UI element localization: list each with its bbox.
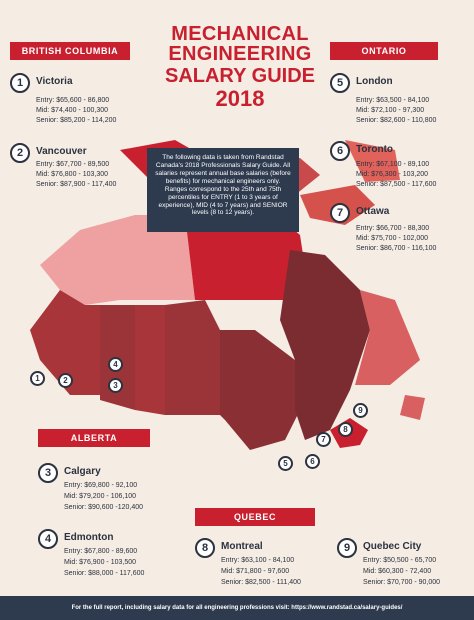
- map-marker-london: 5: [278, 456, 293, 471]
- salary-senior: Senior: $85,200 - 114,200: [36, 117, 117, 124]
- map-marker-quebec-city: 9: [353, 403, 368, 418]
- city-name: Quebec City: [363, 541, 422, 552]
- map-marker-vancouver: 2: [58, 373, 73, 388]
- salary-entry: Entry: $63,100 - 84,100: [221, 557, 295, 564]
- salary-senior: Senior: $82,600 - 110,800: [356, 117, 437, 124]
- title-line-1: MECHANICAL: [171, 23, 309, 45]
- page-title: MECHANICAL ENGINEERING SALARY GUIDE 2018: [140, 24, 340, 110]
- salary-mid: Mid: $76,800 - 103,300: [36, 171, 108, 178]
- salary-senior: Senior: $88,000 - 117,600: [64, 570, 145, 577]
- salary-entry: Entry: $50,500 - 65,700: [363, 557, 437, 564]
- province-newfoundland: [400, 395, 425, 420]
- city-name: Montreal: [221, 541, 263, 552]
- region-banner-ontario: ONTARIO: [330, 42, 438, 60]
- info-note: The following data is taken from Randsta…: [147, 148, 299, 232]
- city-number-badge: 8: [195, 538, 215, 558]
- city-number-badge: 5: [330, 73, 350, 93]
- salary-mid: Mid: $74,400 - 100,300: [36, 107, 108, 114]
- salary-mid: Mid: $76,300 - 103,200: [356, 171, 428, 178]
- map-marker-calgary: 3: [108, 378, 123, 393]
- arctic-island: [345, 140, 400, 182]
- footer-note: For the full report, including salary da…: [0, 596, 474, 620]
- salary-mid: Mid: $75,700 - 102,000: [356, 235, 428, 242]
- salary-mid: Mid: $76,900 - 103,500: [64, 559, 136, 566]
- province-saskatchewan: [135, 305, 165, 415]
- city-name: Toronto: [356, 144, 394, 155]
- salary-entry: Entry: $65,600 - 86,800: [36, 97, 110, 104]
- title-line-4: 2018: [215, 86, 265, 111]
- salary-entry: Entry: $67,700 - 89,500: [36, 161, 110, 168]
- hudson-region: [240, 250, 300, 295]
- city-name: London: [356, 76, 393, 87]
- region-banner-bc: BRITISH COLUMBIA: [10, 42, 130, 60]
- city-number-badge: 4: [38, 529, 58, 549]
- salary-senior: Senior: $86,700 - 116,100: [356, 245, 437, 252]
- city-number-badge: 7: [330, 203, 350, 223]
- city-name: Ottawa: [356, 206, 390, 217]
- region-banner-quebec: QUEBEC: [195, 508, 315, 526]
- map-marker-ottawa: 7: [316, 432, 331, 447]
- city-name: Victoria: [36, 76, 73, 87]
- salary-senior: Senior: $82,500 - 111,400: [221, 579, 301, 586]
- title-line-2: ENGINEERING: [168, 43, 312, 65]
- salary-senior: Senior: $70,700 - 90,000: [363, 579, 441, 586]
- city-name: Calgary: [64, 466, 101, 477]
- province-quebec: [280, 250, 370, 440]
- city-number-badge: 6: [330, 141, 350, 161]
- salary-mid: Mid: $71,800 - 97,600: [221, 568, 290, 575]
- salary-senior: Senior: $90,600 -120,400: [64, 504, 144, 511]
- city-name: Vancouver: [36, 146, 87, 157]
- city-name: Edmonton: [64, 532, 114, 543]
- territories-west: [40, 215, 195, 305]
- province-labrador: [355, 290, 420, 385]
- province-bc: [30, 290, 100, 395]
- title-line-3: SALARY GUIDE: [164, 65, 316, 87]
- salary-senior: Senior: $87,900 - 117,400: [36, 181, 117, 188]
- city-number-badge: 1: [10, 73, 30, 93]
- map-marker-edmonton: 4: [108, 357, 123, 372]
- map-marker-victoria: 1: [30, 371, 45, 386]
- region-banner-alberta: ALBERTA: [38, 429, 150, 447]
- salary-entry: Entry: $63,500 - 84,100: [356, 97, 430, 104]
- salary-senior: Senior: $87,500 - 117,600: [356, 181, 437, 188]
- city-number-badge: 3: [38, 463, 58, 483]
- salary-mid: Mid: $60,300 - 72,400: [363, 568, 432, 575]
- city-number-badge: 9: [337, 538, 357, 558]
- salary-entry: Entry: $69,800 - 92,100: [64, 482, 138, 489]
- salary-mid: Mid: $72,100 - 97,300: [356, 107, 425, 114]
- province-ontario: [220, 330, 300, 450]
- map-marker-toronto: 6: [305, 454, 320, 469]
- salary-entry: Entry: $67,800 - 89,600: [64, 548, 138, 555]
- province-manitoba: [165, 300, 220, 415]
- salary-entry: Entry: $66,700 - 88,300: [356, 225, 430, 232]
- salary-entry: Entry: $67,100 - 89,100: [356, 161, 430, 168]
- map-marker-montreal: 8: [338, 422, 353, 437]
- city-number-badge: 2: [10, 143, 30, 163]
- salary-mid: Mid: $79,200 - 106,100: [64, 493, 136, 500]
